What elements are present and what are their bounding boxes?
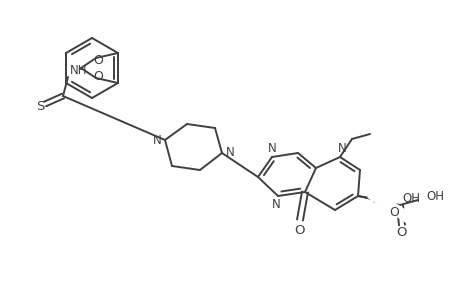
Text: N: N [267,142,276,155]
Text: N: N [337,142,346,155]
Text: OH: OH [425,190,443,203]
Text: O: O [294,224,305,236]
Text: O: O [388,206,398,218]
Text: N: N [225,146,234,160]
Text: N: N [271,197,280,211]
Text: N: N [152,134,161,146]
Text: S: S [36,100,44,113]
Text: NH: NH [70,64,87,77]
Text: O: O [396,226,406,239]
Text: OH: OH [401,191,419,205]
Text: O: O [93,70,103,83]
Text: O: O [93,53,103,67]
